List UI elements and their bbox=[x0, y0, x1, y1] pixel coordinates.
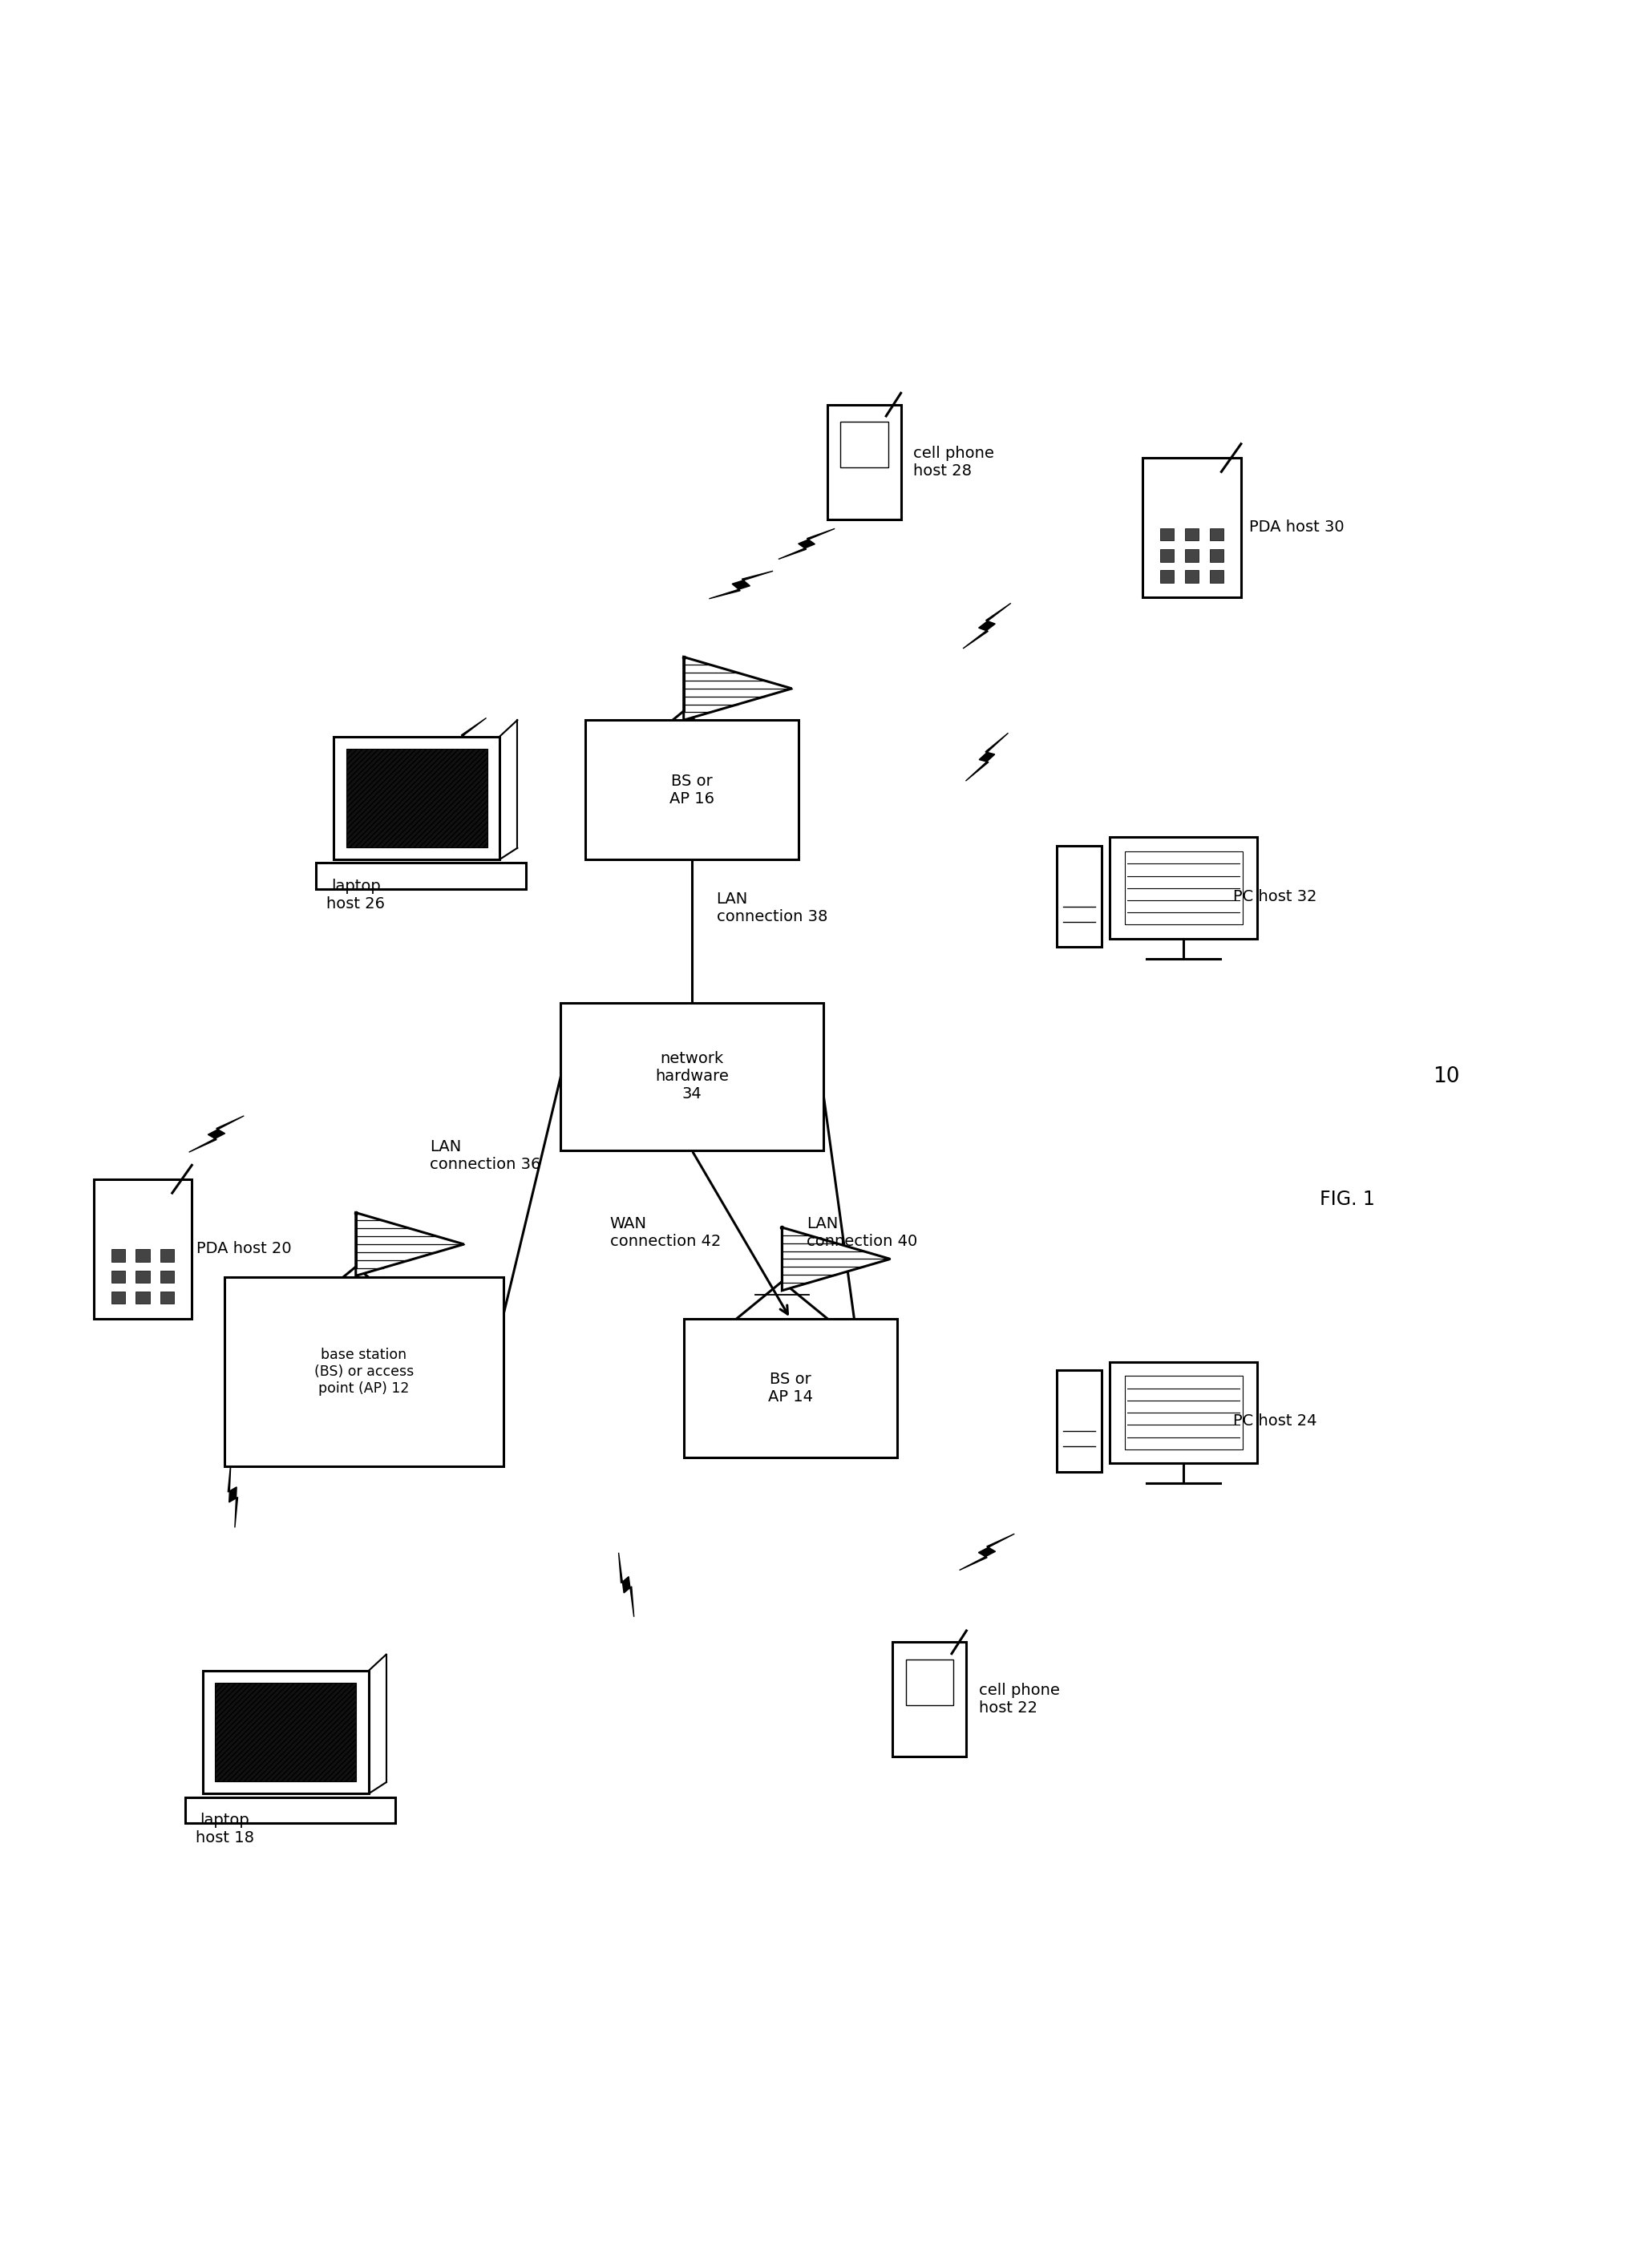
FancyBboxPatch shape bbox=[1160, 528, 1174, 540]
Polygon shape bbox=[227, 1461, 237, 1529]
FancyBboxPatch shape bbox=[1124, 850, 1243, 925]
FancyBboxPatch shape bbox=[1109, 837, 1258, 939]
FancyBboxPatch shape bbox=[892, 1642, 966, 1758]
FancyBboxPatch shape bbox=[137, 1290, 150, 1304]
Text: base station
(BS) or access
point (AP) 12: base station (BS) or access point (AP) 1… bbox=[314, 1347, 413, 1395]
FancyBboxPatch shape bbox=[160, 1290, 174, 1304]
Text: LAN
connection 36: LAN connection 36 bbox=[430, 1139, 540, 1173]
FancyBboxPatch shape bbox=[683, 1318, 897, 1458]
FancyBboxPatch shape bbox=[826, 404, 900, 519]
FancyBboxPatch shape bbox=[1160, 569, 1174, 583]
FancyBboxPatch shape bbox=[1057, 846, 1101, 948]
Text: laptop
host 26: laptop host 26 bbox=[326, 878, 385, 912]
Text: PC host 32: PC host 32 bbox=[1233, 889, 1317, 905]
Polygon shape bbox=[960, 1533, 1014, 1569]
FancyBboxPatch shape bbox=[1210, 549, 1223, 562]
FancyBboxPatch shape bbox=[316, 862, 527, 889]
Polygon shape bbox=[709, 572, 774, 599]
Text: LAN
connection 38: LAN connection 38 bbox=[716, 891, 828, 925]
FancyBboxPatch shape bbox=[160, 1250, 174, 1261]
FancyBboxPatch shape bbox=[1185, 549, 1198, 562]
Text: FIG. 1: FIG. 1 bbox=[1320, 1191, 1374, 1209]
Text: 10: 10 bbox=[1432, 1066, 1460, 1086]
Polygon shape bbox=[189, 1116, 244, 1152]
FancyBboxPatch shape bbox=[839, 422, 887, 467]
Text: WAN
connection 42: WAN connection 42 bbox=[611, 1216, 721, 1250]
FancyBboxPatch shape bbox=[1142, 458, 1241, 596]
Polygon shape bbox=[782, 1227, 890, 1290]
Polygon shape bbox=[683, 658, 792, 721]
FancyBboxPatch shape bbox=[112, 1290, 125, 1304]
FancyBboxPatch shape bbox=[202, 1672, 369, 1794]
Polygon shape bbox=[356, 1213, 464, 1277]
FancyBboxPatch shape bbox=[160, 1270, 174, 1284]
FancyBboxPatch shape bbox=[1185, 569, 1198, 583]
FancyBboxPatch shape bbox=[334, 737, 500, 860]
FancyBboxPatch shape bbox=[1124, 1377, 1243, 1449]
Text: PDA host 30: PDA host 30 bbox=[1249, 519, 1345, 535]
FancyBboxPatch shape bbox=[1210, 569, 1223, 583]
Polygon shape bbox=[779, 528, 835, 560]
FancyBboxPatch shape bbox=[1160, 549, 1174, 562]
FancyBboxPatch shape bbox=[224, 1277, 504, 1465]
Text: cell phone
host 22: cell phone host 22 bbox=[979, 1683, 1060, 1717]
FancyBboxPatch shape bbox=[112, 1270, 125, 1284]
FancyBboxPatch shape bbox=[561, 1002, 823, 1150]
Polygon shape bbox=[966, 733, 1009, 780]
FancyBboxPatch shape bbox=[905, 1660, 953, 1706]
Polygon shape bbox=[963, 603, 1011, 649]
Polygon shape bbox=[438, 719, 486, 764]
Text: cell phone
host 28: cell phone host 28 bbox=[914, 445, 994, 479]
FancyBboxPatch shape bbox=[1109, 1361, 1258, 1463]
FancyBboxPatch shape bbox=[346, 748, 487, 848]
Text: PDA host 20: PDA host 20 bbox=[198, 1241, 291, 1256]
Text: PC host 24: PC host 24 bbox=[1233, 1413, 1317, 1429]
FancyBboxPatch shape bbox=[184, 1796, 395, 1823]
Text: laptop
host 18: laptop host 18 bbox=[196, 1812, 253, 1846]
FancyBboxPatch shape bbox=[94, 1179, 193, 1318]
FancyBboxPatch shape bbox=[1210, 528, 1223, 540]
FancyBboxPatch shape bbox=[112, 1250, 125, 1261]
FancyBboxPatch shape bbox=[137, 1270, 150, 1284]
Text: network
hardware
34: network hardware 34 bbox=[655, 1052, 729, 1102]
FancyBboxPatch shape bbox=[1057, 1370, 1101, 1472]
Text: BS or
AP 16: BS or AP 16 bbox=[670, 773, 714, 805]
FancyBboxPatch shape bbox=[216, 1683, 356, 1780]
Text: LAN
connection 40: LAN connection 40 bbox=[807, 1216, 917, 1250]
FancyBboxPatch shape bbox=[137, 1250, 150, 1261]
Polygon shape bbox=[619, 1554, 634, 1617]
FancyBboxPatch shape bbox=[586, 721, 798, 860]
FancyBboxPatch shape bbox=[1185, 528, 1198, 540]
Text: BS or
AP 14: BS or AP 14 bbox=[767, 1372, 813, 1404]
